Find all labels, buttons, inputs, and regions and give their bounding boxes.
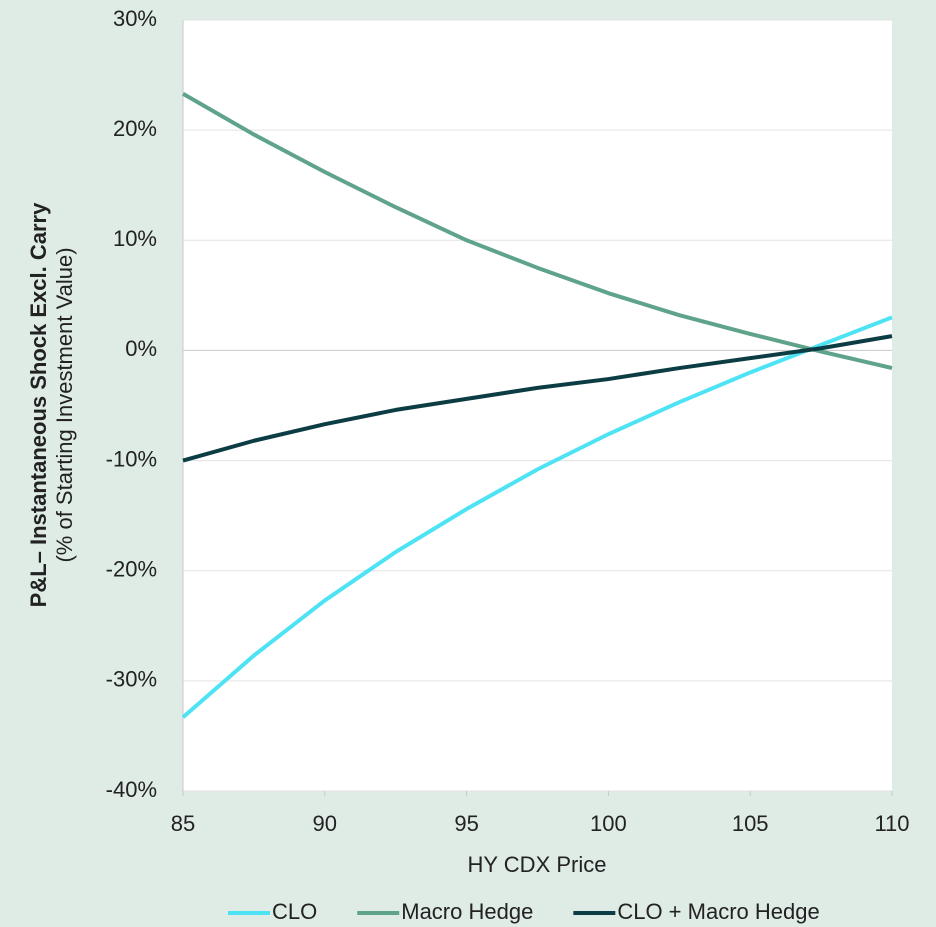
series-line bbox=[181, 315, 893, 719]
y-tick-label: 20% bbox=[113, 116, 157, 141]
x-tick-label: 90 bbox=[313, 811, 337, 836]
legend-label: CLO bbox=[272, 899, 317, 924]
y-tick-label: 10% bbox=[113, 226, 157, 251]
series-line bbox=[182, 92, 893, 370]
x-tick-label: 110 bbox=[874, 811, 909, 836]
x-tick-label: 95 bbox=[454, 811, 478, 836]
x-tick-label: 85 bbox=[171, 811, 195, 836]
x-label: HY CDX Price bbox=[468, 852, 607, 877]
y-sublabel: (% of Starting Investment Value) bbox=[52, 247, 77, 562]
y-tick-label: -10% bbox=[106, 446, 157, 471]
y-tick-label: -40% bbox=[106, 777, 157, 802]
y-tick-label: 0% bbox=[125, 336, 157, 361]
plot-area bbox=[183, 20, 892, 791]
y-tick-label: -30% bbox=[106, 667, 157, 692]
y-axis-title: P&L– Instantaneous Shock Excl. Carry (% … bbox=[26, 202, 77, 607]
y-tick-label: 30% bbox=[113, 6, 157, 31]
x-tick-label: 105 bbox=[732, 811, 769, 836]
legend-label: Macro Hedge bbox=[401, 899, 533, 924]
x-tick-label: 100 bbox=[590, 811, 627, 836]
y-label: P&L– Instantaneous Shock Excl. Carry bbox=[26, 202, 51, 607]
series-line bbox=[182, 334, 893, 463]
y-tick-label: -20% bbox=[106, 557, 157, 582]
legend-label: CLO + Macro Hedge bbox=[617, 899, 819, 924]
